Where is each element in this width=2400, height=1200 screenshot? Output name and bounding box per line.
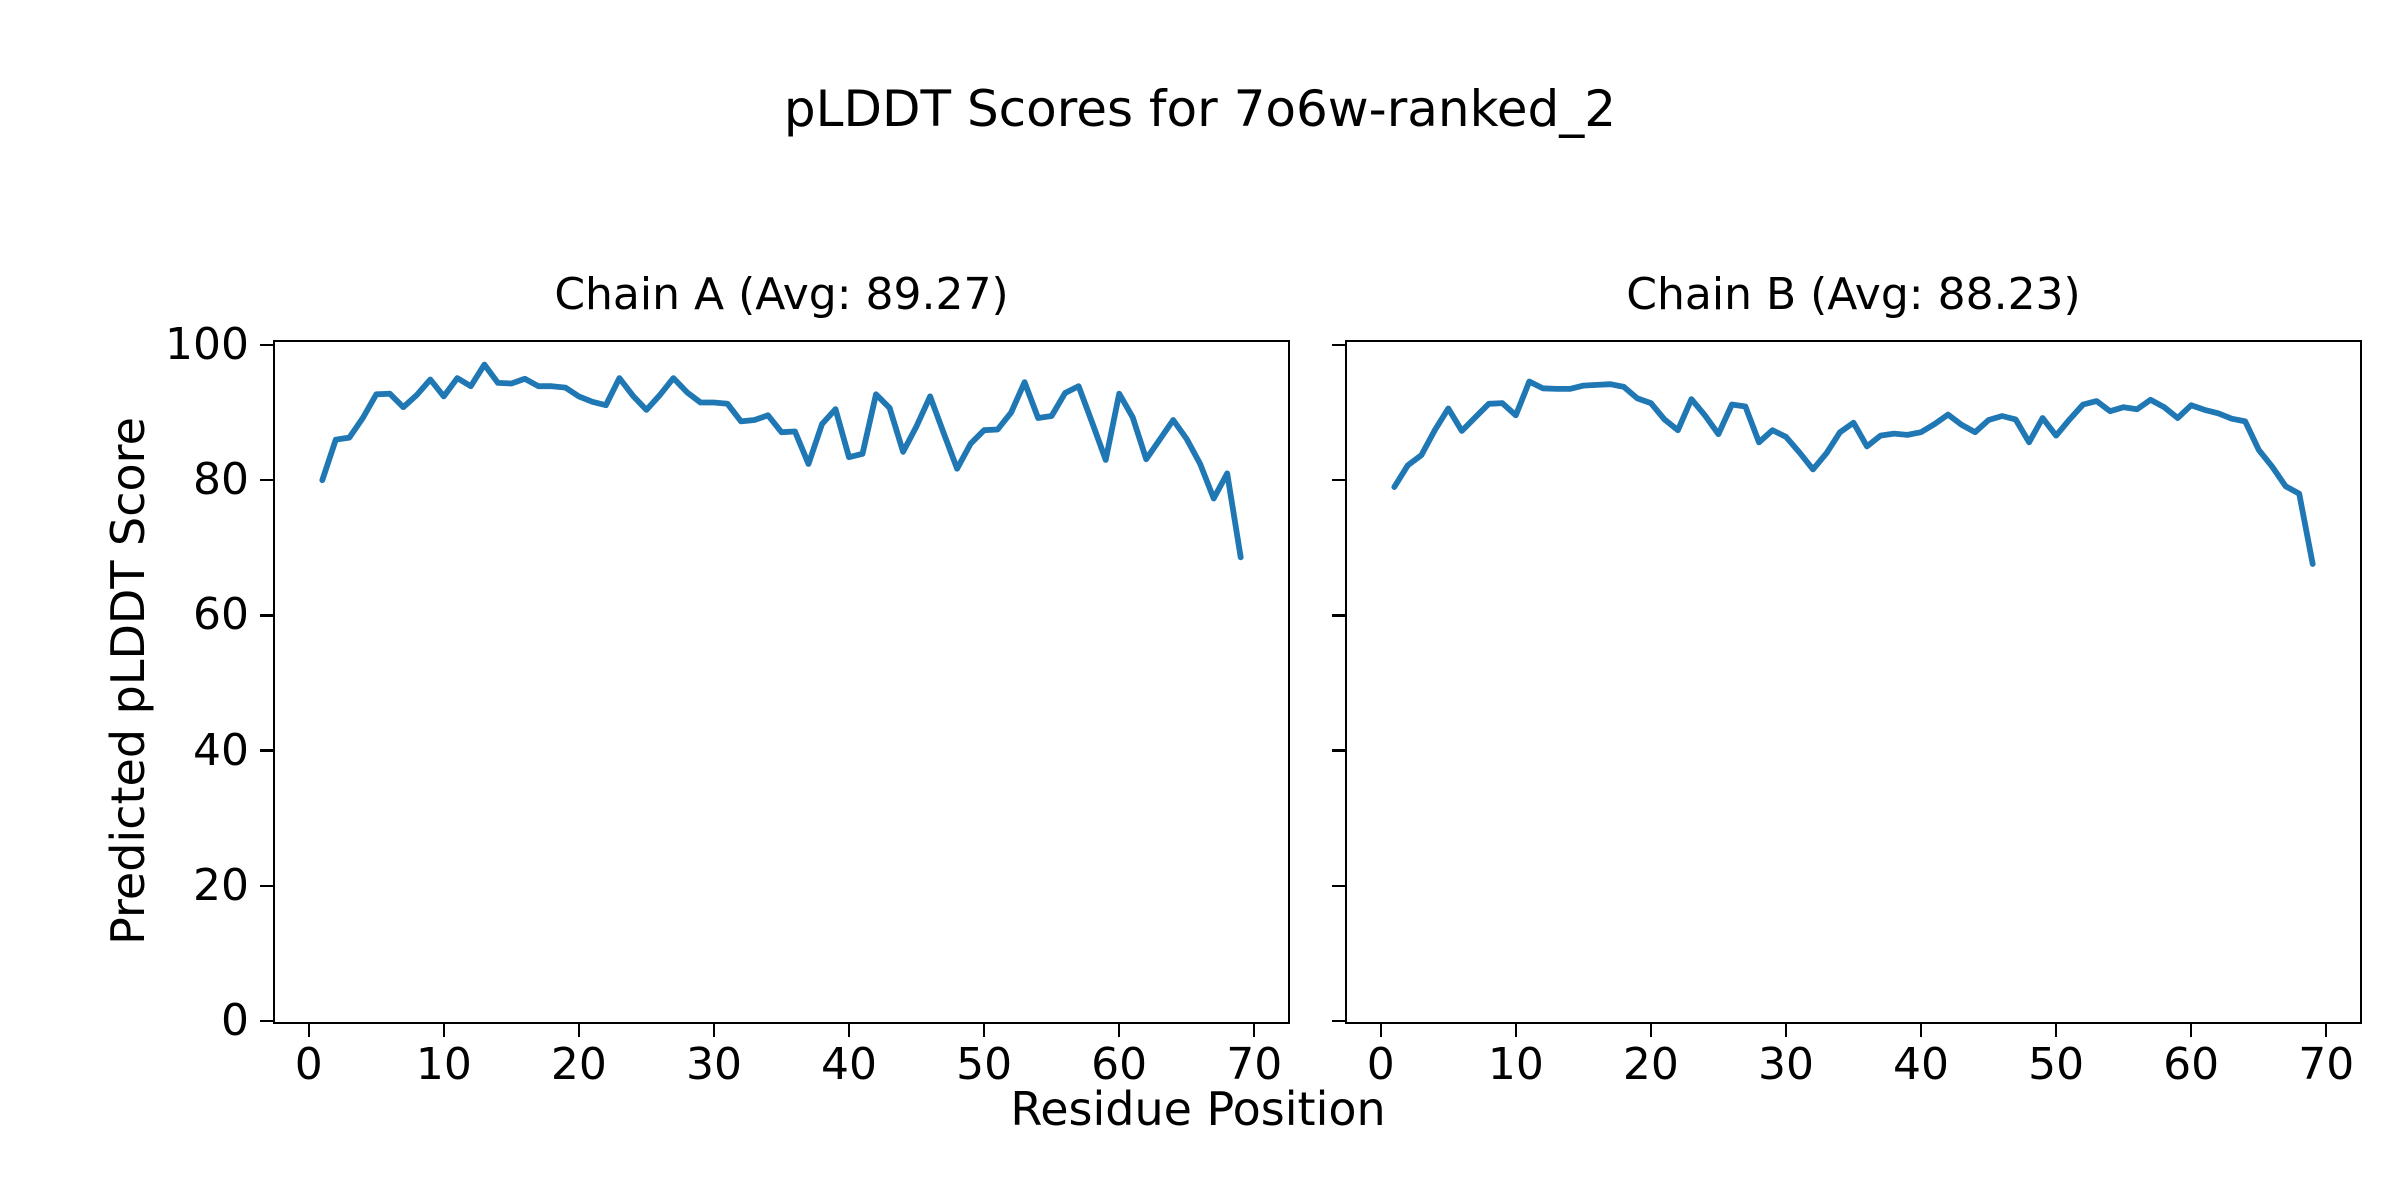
x-tick-label: 60: [1091, 1039, 1148, 1090]
x-tick: [2324, 1024, 2328, 1037]
y-tick-label: 20: [193, 859, 249, 911]
y-tick: [1331, 749, 1345, 752]
y-tick: [1331, 478, 1345, 482]
x-tick: [1919, 1024, 1923, 1037]
y-tick: [1331, 614, 1345, 617]
x-tick-label: 70: [1226, 1039, 1283, 1090]
x-tick-label: 0: [1366, 1039, 1395, 1090]
x-tick: [982, 1024, 986, 1037]
y-tick: [259, 343, 273, 347]
y-tick: [1331, 343, 1345, 347]
y-tick: [259, 478, 273, 482]
y-tick: [259, 614, 273, 617]
y-tick: [259, 749, 273, 752]
x-tick: [712, 1024, 716, 1037]
y-tick-label: 60: [193, 589, 249, 641]
y-tick-label: 0: [221, 995, 249, 1046]
x-tick-label: 30: [685, 1039, 742, 1090]
y-tick: [259, 884, 273, 888]
figure-title: pLDDT Scores for 7o6w-ranked_2: [783, 80, 1617, 138]
subplot-chain-b: Chain B (Avg: 88.23) 0 10 20 30 40 50 60 70: [1331, 272, 2362, 1088]
subplot-title-chain-a: Chain A (Avg: 89.27): [554, 269, 1009, 320]
x-tick: [2054, 1024, 2058, 1037]
x-tick-label: 10: [415, 1039, 472, 1090]
x-tick: [1379, 1024, 1383, 1037]
plot-area-chain-b: [1391, 378, 2316, 567]
plot-area-chain-a: [319, 361, 1244, 561]
x-tick-label: 0: [294, 1039, 323, 1090]
x-tick: [1649, 1024, 1653, 1037]
x-tick: [307, 1024, 311, 1037]
x-tick: [1252, 1024, 1256, 1037]
x-tick: [847, 1024, 851, 1037]
x-tick-label: 30: [1757, 1039, 1814, 1090]
y-tick-label: 40: [193, 724, 249, 776]
y-tick: [259, 1019, 273, 1023]
x-tick-label: 60: [2163, 1039, 2220, 1090]
y-tick-label: 80: [193, 454, 249, 506]
x-axis-label: Residue Position: [1010, 1082, 1386, 1136]
x-tick-label: 40: [1893, 1039, 1950, 1090]
y-tick: [1331, 1019, 1345, 1023]
plddt-line-chain-b: [1391, 378, 2316, 567]
x-tick-label: 10: [1487, 1039, 1544, 1090]
x-tick-label: 40: [821, 1039, 878, 1090]
subplot-chain-a: Chain A (Avg: 89.27) 0 10 20 30 40 50 60 70 0 20 4…: [165, 272, 1290, 1088]
x-tick-label: 20: [550, 1039, 607, 1090]
x-tick-label: 70: [2298, 1039, 2355, 1090]
x-tick: [2189, 1024, 2193, 1037]
subplot-title-chain-b: Chain B (Avg: 88.23): [1626, 269, 2081, 320]
x-tick: [577, 1024, 581, 1037]
y-axis-label: Predicted pLDDT Score: [101, 417, 155, 945]
x-tick: [442, 1024, 446, 1037]
x-tick-label: 50: [956, 1039, 1013, 1090]
y-tick-label: 100: [165, 319, 249, 370]
y-tick: [1331, 884, 1345, 888]
x-tick-label: 50: [2028, 1039, 2085, 1090]
x-tick: [1784, 1024, 1788, 1037]
plddt-line-chain-a: [319, 361, 1244, 561]
x-tick: [1117, 1024, 1121, 1037]
x-tick-label: 20: [1622, 1039, 1679, 1090]
x-tick: [1514, 1024, 1518, 1037]
